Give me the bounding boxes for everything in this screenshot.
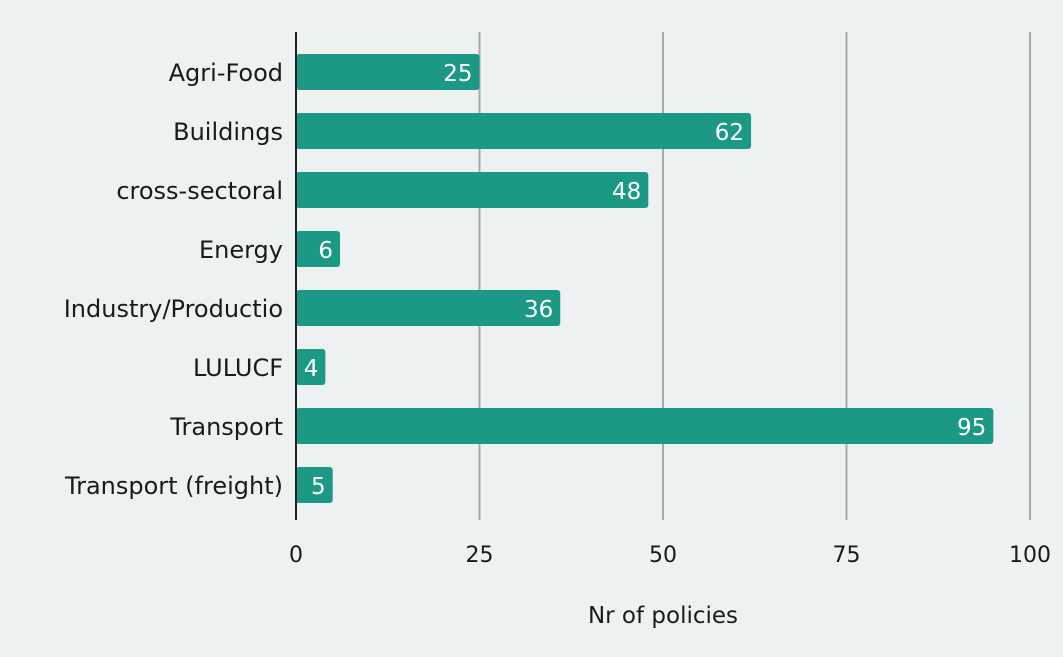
category-label: LULUCF xyxy=(193,354,283,382)
category-label: Agri-Food xyxy=(169,59,283,87)
data-label: 6 xyxy=(318,238,333,264)
category-label: Transport (freight) xyxy=(64,472,283,500)
bar xyxy=(296,113,752,149)
data-label: 4 xyxy=(304,356,319,382)
category-label: Buildings xyxy=(173,118,283,146)
category-labels: Agri-Food Buildings cross-sectoral Energy In… xyxy=(64,59,283,500)
category-label: Transport xyxy=(169,413,283,441)
x-tick-labels: 0 25 50 75 100 xyxy=(289,543,1051,568)
data-label: 62 xyxy=(715,120,744,146)
gridlines xyxy=(478,32,1031,520)
x-tick-label: 100 xyxy=(1009,543,1051,568)
bar xyxy=(296,231,341,267)
category-label: cross-sectoral xyxy=(116,177,283,205)
x-axis-title: Nr of policies xyxy=(588,603,738,629)
x-tick-label: 75 xyxy=(833,543,861,568)
x-tick-label: 25 xyxy=(466,543,494,568)
bar xyxy=(296,290,561,326)
bars: 25 62 48 6 36 4 95 5 xyxy=(296,54,994,503)
bar xyxy=(296,408,994,444)
x-tick-label: 50 xyxy=(649,543,677,568)
data-label: 48 xyxy=(612,179,641,205)
bar xyxy=(296,349,326,385)
bar xyxy=(296,467,333,503)
data-label: 5 xyxy=(311,474,326,500)
data-label: 25 xyxy=(443,61,472,87)
category-label: Industry/Productio xyxy=(64,295,283,323)
bar xyxy=(296,172,649,208)
x-tick-label: 0 xyxy=(289,543,303,568)
category-label: Energy xyxy=(199,236,283,264)
bar xyxy=(296,54,480,90)
data-label: 36 xyxy=(524,297,553,323)
data-label: 95 xyxy=(957,415,986,441)
